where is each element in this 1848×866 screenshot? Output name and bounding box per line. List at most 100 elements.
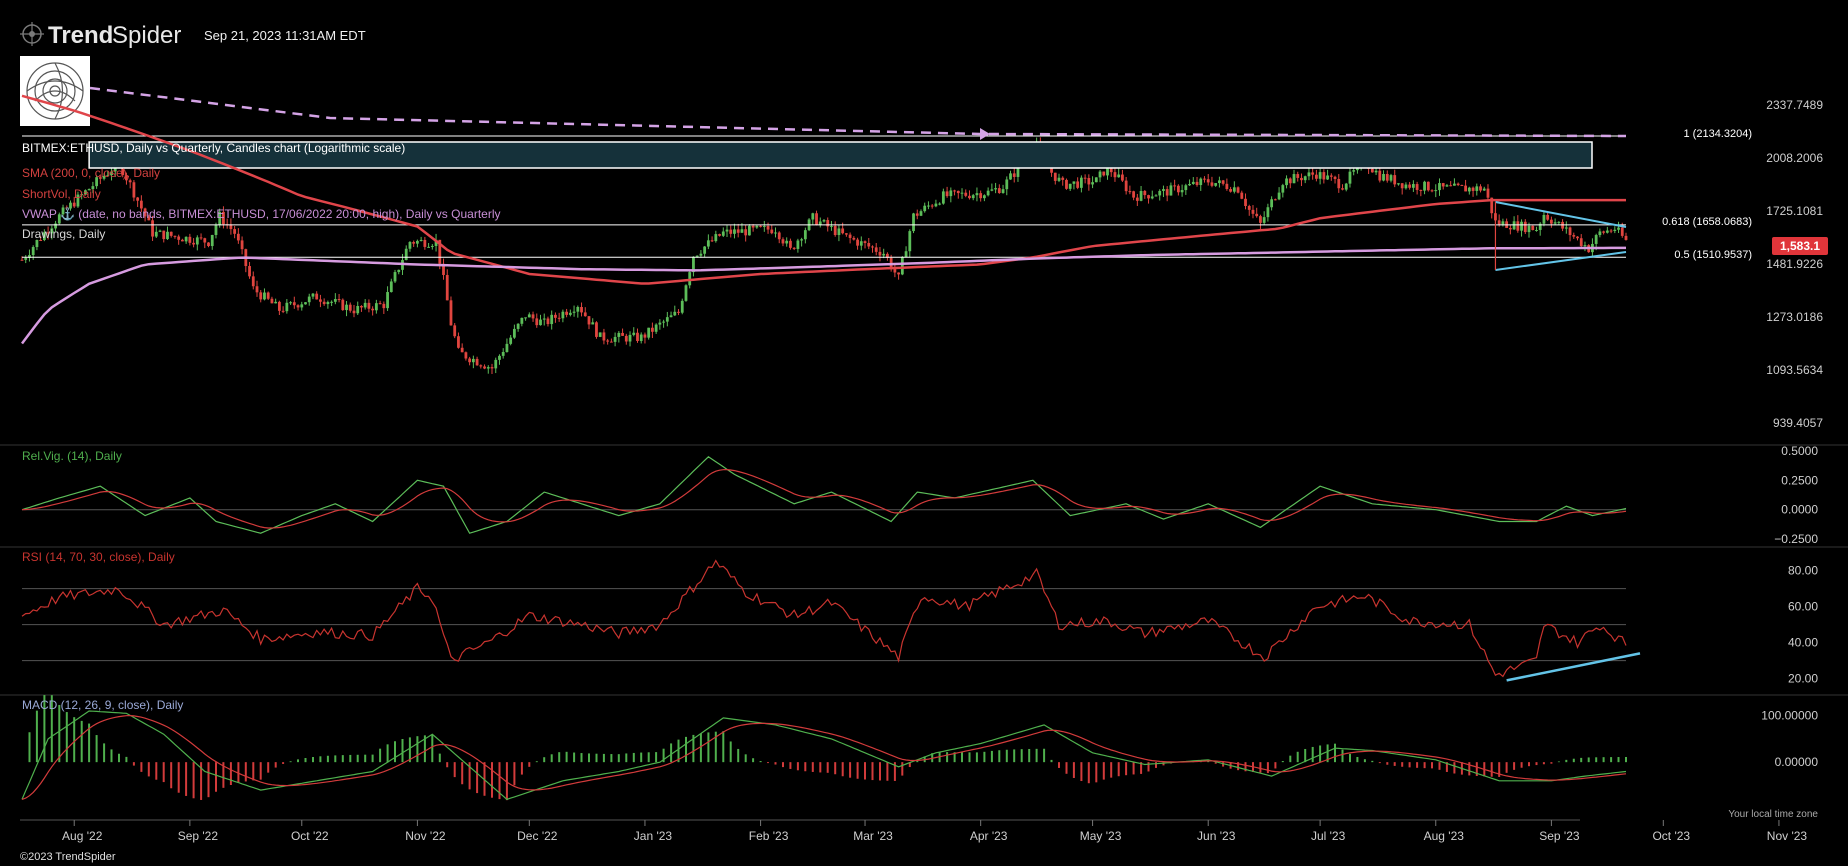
- candle[interactable]: [1259, 214, 1262, 230]
- candle[interactable]: [143, 207, 147, 222]
- candle[interactable]: [1453, 178, 1456, 186]
- candle[interactable]: [419, 236, 423, 242]
- candle[interactable]: [404, 245, 408, 261]
- vwap-line[interactable]: [21, 246, 1626, 345]
- candle[interactable]: [1516, 215, 1520, 233]
- candle[interactable]: [714, 230, 718, 243]
- candle[interactable]: [352, 304, 356, 318]
- candle[interactable]: [505, 338, 509, 353]
- candle[interactable]: [1065, 178, 1068, 190]
- candle[interactable]: [1281, 183, 1285, 198]
- candle[interactable]: [1068, 183, 1072, 191]
- candle[interactable]: [1262, 211, 1266, 225]
- candle[interactable]: [423, 236, 427, 250]
- candle[interactable]: [1415, 181, 1419, 195]
- candle[interactable]: [270, 296, 274, 304]
- candle[interactable]: [177, 234, 181, 245]
- candle[interactable]: [188, 233, 192, 246]
- candle[interactable]: [900, 256, 904, 276]
- candle[interactable]: [1475, 183, 1479, 196]
- candle[interactable]: [1333, 175, 1337, 184]
- candle[interactable]: [397, 269, 401, 275]
- candle[interactable]: [1292, 169, 1296, 184]
- candle[interactable]: [1542, 210, 1546, 227]
- candle[interactable]: [207, 242, 210, 248]
- candle[interactable]: [371, 306, 375, 316]
- triangle-upper-line[interactable]: [1495, 201, 1627, 228]
- macd-pane[interactable]: 100.00000 0.00000: [21, 695, 1818, 801]
- candle[interactable]: [416, 239, 419, 248]
- candle[interactable]: [255, 280, 259, 297]
- candle[interactable]: [912, 212, 915, 234]
- candle[interactable]: [1605, 226, 1609, 234]
- candle[interactable]: [1300, 173, 1303, 187]
- candle[interactable]: [874, 243, 878, 256]
- candle[interactable]: [360, 305, 363, 312]
- candle[interactable]: [203, 237, 207, 249]
- candle[interactable]: [281, 306, 285, 314]
- candle[interactable]: [434, 233, 438, 252]
- candle[interactable]: [296, 304, 300, 311]
- candle[interactable]: [1285, 175, 1288, 189]
- candle[interactable]: [997, 184, 1001, 194]
- candle[interactable]: [162, 230, 166, 243]
- candle[interactable]: [546, 316, 550, 327]
- candle[interactable]: [1408, 181, 1412, 190]
- candle[interactable]: [1229, 186, 1232, 193]
- candle[interactable]: [953, 189, 956, 196]
- candle[interactable]: [785, 237, 789, 247]
- candle[interactable]: [412, 240, 416, 247]
- candle[interactable]: [251, 271, 255, 290]
- candle[interactable]: [632, 327, 636, 337]
- candle[interactable]: [979, 190, 983, 202]
- candle[interactable]: [803, 227, 807, 244]
- candle[interactable]: [733, 223, 736, 239]
- candle[interactable]: [886, 252, 889, 261]
- candle[interactable]: [326, 300, 330, 309]
- candle[interactable]: [1382, 170, 1385, 182]
- candle[interactable]: [95, 175, 99, 189]
- candle[interactable]: [1240, 190, 1244, 200]
- candle[interactable]: [210, 234, 214, 250]
- candle[interactable]: [643, 332, 647, 344]
- candle[interactable]: [658, 319, 662, 330]
- candle[interactable]: [1546, 212, 1550, 221]
- candle[interactable]: [192, 238, 195, 248]
- candle[interactable]: [1121, 169, 1124, 182]
- candle[interactable]: [1005, 176, 1009, 196]
- candle[interactable]: [1389, 173, 1393, 183]
- candle[interactable]: [1438, 178, 1441, 196]
- candle[interactable]: [1057, 173, 1061, 183]
- candle[interactable]: [307, 293, 311, 306]
- candle[interactable]: [393, 269, 397, 284]
- relvig-line[interactable]: [21, 456, 1627, 534]
- candle[interactable]: [964, 189, 968, 198]
- candle[interactable]: [386, 286, 389, 311]
- candle[interactable]: [777, 231, 781, 244]
- candle[interactable]: [151, 215, 154, 241]
- candle[interactable]: [766, 222, 770, 234]
- candle[interactable]: [975, 187, 979, 202]
- candle[interactable]: [1091, 176, 1094, 189]
- candle[interactable]: [154, 226, 158, 239]
- candle[interactable]: [636, 328, 639, 343]
- candle[interactable]: [930, 204, 934, 209]
- candle[interactable]: [1385, 170, 1389, 183]
- candle[interactable]: [139, 195, 143, 213]
- candle[interactable]: [1296, 171, 1300, 182]
- candle[interactable]: [240, 236, 244, 255]
- candle[interactable]: [453, 323, 457, 339]
- candle[interactable]: [1549, 216, 1553, 228]
- candle[interactable]: [69, 200, 72, 211]
- candle[interactable]: [822, 218, 826, 223]
- candle[interactable]: [1113, 167, 1117, 182]
- candle[interactable]: [908, 229, 912, 258]
- candle[interactable]: [781, 237, 785, 247]
- candle[interactable]: [718, 233, 721, 237]
- relvig-pane[interactable]: 0.5000 0.2500 0.0000 −0.2500: [21, 444, 1818, 546]
- candle[interactable]: [195, 235, 199, 251]
- candle[interactable]: [893, 263, 897, 278]
- candle[interactable]: [509, 335, 513, 346]
- candle[interactable]: [919, 209, 923, 217]
- candle[interactable]: [382, 301, 386, 314]
